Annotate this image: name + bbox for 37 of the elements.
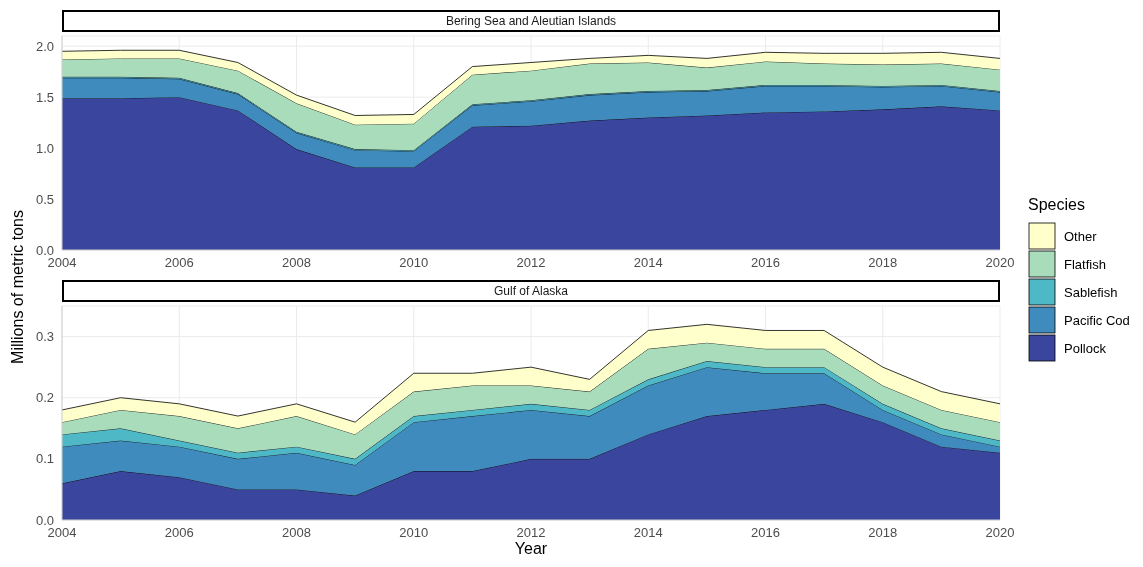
y-tick-label: 0.3 [35,329,54,345]
x-tick-label: 2016 [751,525,780,541]
x-tick-label: 2014 [633,255,663,271]
x-tick-label: 2006 [164,255,194,271]
x-tick-label: 2020 [985,525,1015,541]
x-tick-label: 2016 [751,255,780,271]
x-tick-label: 2008 [282,525,311,541]
x-tick-label: 2010 [399,255,429,271]
y-tick-label: 0.0 [35,242,54,258]
legend-title: Species [1028,196,1086,214]
y-tick-label: 2.0 [35,38,54,54]
x-tick-label: 2012 [516,525,546,541]
x-tick-label: 2018 [868,255,898,271]
y-tick-label: 0.5 [35,191,54,207]
x-tick-label: 2020 [985,255,1015,271]
legend-label: Other [1064,228,1097,244]
y-tick-label: 1.0 [35,140,54,156]
x-tick-label: 2008 [282,255,311,271]
y-tick-label: 0.0 [35,512,54,528]
y-axis-title: Millions of metric tons [9,209,27,366]
x-tick-label: 2012 [516,255,546,271]
x-tick-label: 2004 [47,255,77,271]
legend-label: Flatfish [1064,256,1106,272]
x-tick-label: 2006 [164,525,194,541]
chart-title: Bering Sea and Aleutian Islands [62,10,1000,32]
y-tick-label: 0.2 [35,390,54,406]
x-tick-label: 2004 [47,525,77,541]
legend-label: Pacific Cod [1064,312,1130,328]
legend-label: Pollock [1064,340,1106,356]
y-tick-label: 1.5 [35,89,54,105]
x-tick-label: 2014 [633,525,663,541]
y-tick-label: 0.1 [35,451,54,467]
x-tick-label: 2010 [399,525,429,541]
x-axis-title: Year [513,540,549,558]
x-tick-label: 2018 [868,525,898,541]
chart-title: Gulf of Alaska [62,280,1000,302]
legend-label: Sablefish [1064,284,1118,300]
